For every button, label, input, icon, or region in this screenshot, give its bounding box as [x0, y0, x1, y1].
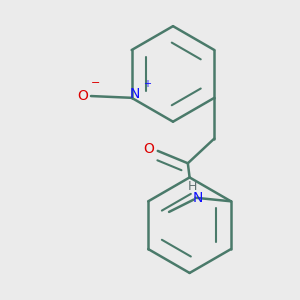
Text: O: O: [78, 89, 88, 103]
Text: H: H: [188, 180, 197, 193]
Text: −: −: [91, 78, 100, 88]
Text: O: O: [143, 142, 154, 156]
Text: +: +: [143, 79, 151, 89]
Text: N: N: [130, 87, 140, 100]
Text: N: N: [193, 191, 203, 205]
